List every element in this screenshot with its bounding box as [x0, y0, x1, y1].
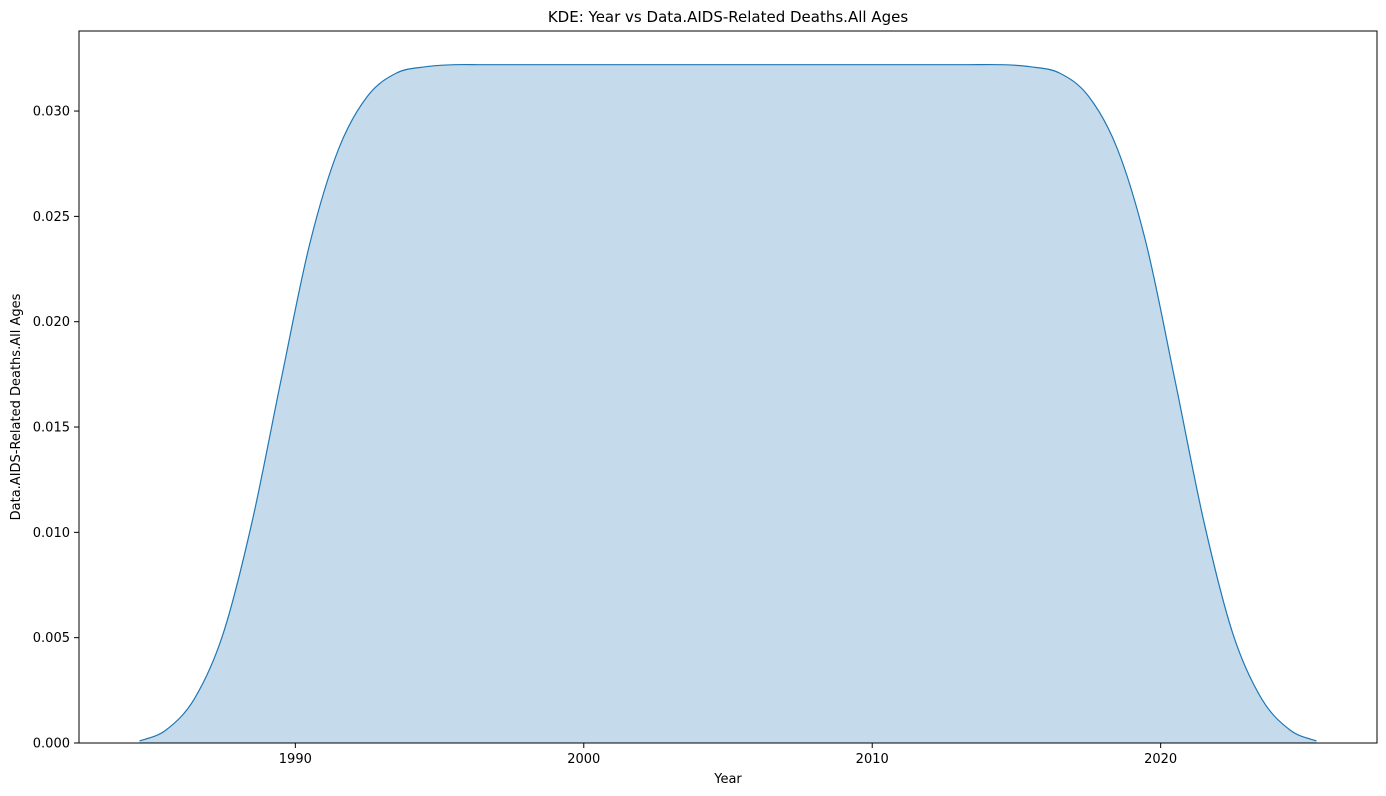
- kde-density-line: [139, 63, 1317, 742]
- y-tick-label: 0.005: [33, 631, 70, 646]
- axes-frame: [78, 30, 1378, 744]
- y-tick-label: 0.025: [33, 210, 70, 225]
- x-tick-label: 1990: [279, 752, 312, 767]
- x-axis-label: Year: [713, 772, 742, 787]
- y-tick-label: 0.010: [33, 526, 70, 541]
- x-tick-label: 2010: [856, 752, 889, 767]
- y-tick-label: 0.015: [33, 421, 70, 436]
- x-axis-ticks: 1990 2000 2010 2020: [279, 743, 1177, 767]
- y-tick-label: 0.030: [33, 105, 70, 120]
- y-axis-label: Data.AIDS-Related Deaths.All Ages: [9, 293, 24, 520]
- y-tick-label: 0.020: [33, 315, 70, 330]
- plot-area: [139, 63, 1317, 744]
- y-tick-label: 0.000: [33, 737, 70, 752]
- x-tick-label: 2000: [567, 752, 600, 767]
- x-tick-label: 2020: [1144, 752, 1177, 767]
- y-axis-ticks: 0.000 0.005 0.010 0.015 0.020 0.025 0.030: [33, 105, 79, 752]
- chart-title: KDE: Year vs Data.AIDS-Related Deaths.Al…: [548, 8, 908, 26]
- kde-fill-area: [139, 64, 1317, 744]
